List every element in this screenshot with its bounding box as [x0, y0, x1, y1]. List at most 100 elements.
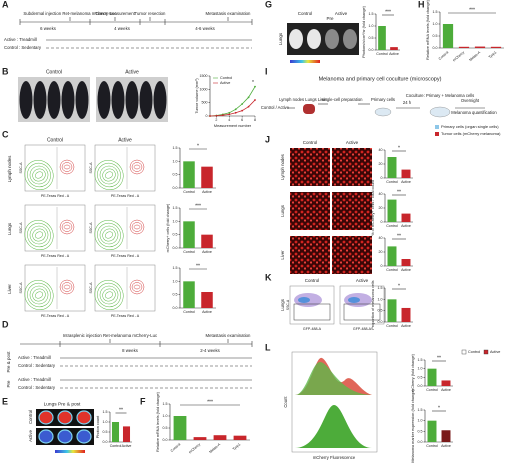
- gate: [343, 303, 381, 321]
- contour: [97, 282, 121, 308]
- significance: *: [398, 145, 400, 151]
- bar: [193, 437, 207, 440]
- y-tick-label: 1.0: [369, 24, 374, 28]
- contour: [59, 219, 75, 235]
- mouse: [139, 81, 153, 119]
- row-label: Lymph nodes: [280, 154, 285, 180]
- step-label: Lymph nodes Lungs Liver: [279, 97, 327, 102]
- significance: **: [397, 233, 401, 239]
- micrograph: [290, 236, 330, 274]
- y-tick-label: 0.0: [173, 246, 178, 250]
- point: [228, 111, 231, 114]
- lung: [57, 429, 73, 444]
- bar: [201, 166, 213, 188]
- y-tick-label: 0.0: [378, 320, 383, 324]
- contour: [94, 219, 124, 251]
- y-tick-label: 1.0: [433, 22, 438, 26]
- y-tick-label: 0.0: [418, 384, 423, 388]
- bar: [390, 47, 398, 50]
- y-tick-label: 1.5: [173, 266, 178, 270]
- contour: [102, 168, 116, 182]
- y-tick-label: 0.0: [369, 48, 374, 52]
- y-tick-label: 500: [202, 101, 208, 105]
- contour: [32, 288, 46, 302]
- x-tick-label: Tyrp1: [488, 50, 497, 59]
- lung: [343, 29, 357, 49]
- axis-label: Count: [283, 396, 288, 408]
- bar: [401, 213, 411, 222]
- y-axis-label: Melanoma marker expression (fold change): [411, 389, 415, 463]
- contour: [133, 164, 141, 170]
- legend-label: Tumor cells (mCherry melanoma): [441, 131, 501, 136]
- flow-plot: [94, 204, 156, 252]
- lung: [325, 29, 339, 49]
- panel-letter: I: [265, 66, 268, 76]
- group-label: Control : Sedentary: [18, 363, 56, 368]
- contour: [129, 279, 145, 295]
- significance: ***: [195, 203, 201, 209]
- flow-plot: [289, 285, 335, 325]
- mouse: [153, 81, 167, 119]
- legend-swatch: [435, 125, 439, 129]
- y-tick-label: 20: [379, 250, 383, 254]
- bar: [201, 292, 213, 308]
- x-tick-label: Control: [386, 180, 398, 184]
- significance: **: [397, 189, 401, 195]
- x-tick-label: Active: [202, 250, 212, 254]
- column-label: Control: [46, 69, 62, 75]
- row-label: Control: [28, 410, 33, 424]
- bar: [427, 368, 437, 386]
- y-tick-label: 0.5: [418, 429, 423, 433]
- y-tick-label: 0.5: [418, 375, 423, 379]
- y-tick-label: 1000: [200, 87, 208, 91]
- y-tick-label: 40: [379, 192, 383, 196]
- y-tick-label: 1.0: [163, 414, 168, 418]
- x-tick-label: Tyrp1: [232, 442, 241, 451]
- histogram: [295, 405, 372, 448]
- bar: [387, 199, 397, 222]
- timeline-duration: 8 weeks: [122, 348, 138, 353]
- x-tick-label: Control: [376, 52, 388, 56]
- y-tick-label: 0: [381, 220, 383, 224]
- mouse: [125, 81, 139, 119]
- column-label: Active: [118, 137, 132, 143]
- contour: [32, 168, 46, 182]
- panel-letter: J: [265, 134, 270, 144]
- y-tick-label: 1.5: [418, 408, 423, 412]
- contour: [29, 225, 49, 245]
- y-axis-label: Relative mRNA levels (fold change): [156, 391, 160, 451]
- contour: [104, 171, 114, 179]
- contour: [59, 159, 75, 175]
- histogram-frame: [291, 351, 378, 453]
- bar: [427, 420, 437, 442]
- contour: [97, 162, 121, 188]
- y-tick-label: 0.5: [433, 34, 438, 38]
- x-tick-label: Control: [183, 310, 195, 314]
- panel-letter: E: [2, 396, 8, 406]
- contour: [59, 279, 75, 295]
- panel-letter: G: [265, 0, 272, 9]
- significance: *: [252, 80, 254, 86]
- bar: [401, 259, 411, 266]
- point: [234, 111, 237, 114]
- axis-label: GFP-488-A: [353, 327, 372, 331]
- lung: [76, 429, 92, 444]
- bar: [474, 46, 486, 48]
- timeline-label: Metastasis examination: [206, 333, 252, 338]
- contour: [24, 219, 54, 251]
- flow-plot: [24, 264, 86, 312]
- y-tick-label: 1.5: [433, 10, 438, 14]
- bar: [183, 221, 195, 248]
- x-tick-label: mCherry: [452, 50, 465, 62]
- step-label: single-cell preparation: [322, 97, 364, 102]
- row-label: Liver: [7, 284, 12, 294]
- bar: [201, 234, 213, 248]
- axis-label: SSC-A: [89, 282, 93, 294]
- y-tick-label: 0.0: [103, 440, 108, 444]
- axis-label: GFP-488-A: [303, 327, 322, 331]
- x-tick-label: 8: [254, 118, 256, 122]
- bar: [378, 26, 386, 50]
- x-tick-label: 4: [228, 118, 230, 122]
- point: [254, 99, 256, 101]
